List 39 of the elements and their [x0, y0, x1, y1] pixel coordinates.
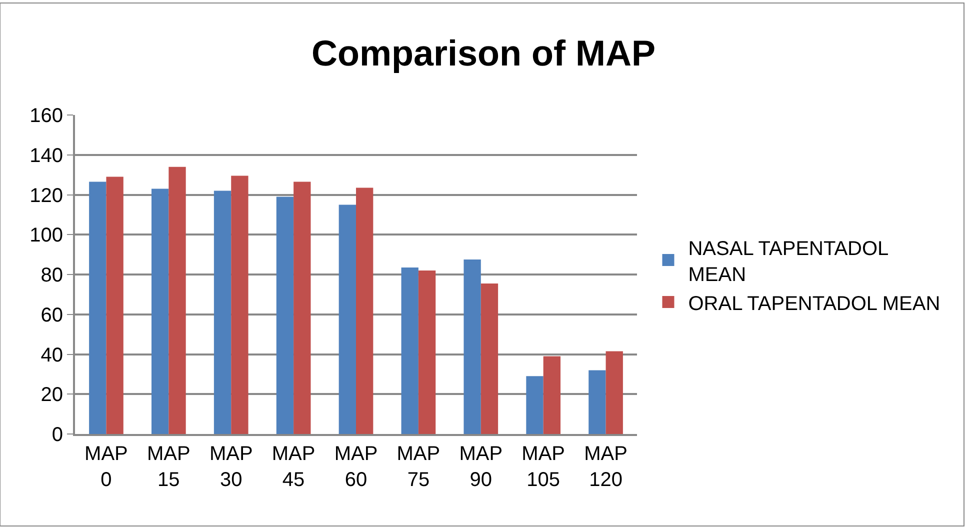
bar	[588, 370, 606, 434]
chart-title: Comparison of MAP	[311, 32, 656, 74]
y-tick-label: 140	[30, 144, 63, 167]
bar	[606, 351, 623, 434]
bar	[151, 188, 169, 434]
bar	[464, 260, 481, 434]
x-tick-label: MAP 105	[522, 443, 565, 491]
bar	[480, 283, 498, 434]
bar	[401, 268, 418, 434]
bar	[526, 376, 544, 434]
x-tick-label: MAP 30	[209, 443, 253, 491]
bar	[338, 204, 356, 434]
x-tick-label: MAP 0	[84, 443, 128, 491]
bar	[168, 166, 186, 434]
legend-label: ORAL TAPENTADOL MEAN	[688, 292, 940, 315]
y-tick-label: 100	[30, 224, 63, 247]
y-tick-label: 60	[40, 304, 63, 326]
bar	[106, 176, 124, 434]
bar	[418, 270, 436, 434]
bar	[294, 182, 311, 434]
y-tick-label: 120	[30, 184, 63, 207]
y-tick-label: 80	[40, 264, 63, 286]
x-tick-label: MAP 90	[459, 443, 503, 491]
bar	[214, 190, 232, 434]
x-tick-label: MAP 120	[584, 443, 628, 491]
x-tick-label: MAP 60	[334, 443, 378, 491]
bar	[89, 182, 106, 434]
y-tick-label: 160	[30, 105, 63, 127]
legend-label: NASAL TAPENTADOL MEAN	[688, 238, 889, 286]
y-tick-label: 20	[40, 384, 63, 406]
x-tick-label: MAP 15	[147, 443, 190, 491]
x-tick-label: MAP 75	[396, 443, 440, 491]
bar	[231, 176, 248, 434]
y-tick-label: 0	[52, 424, 63, 446]
x-tick-label: MAP 45	[272, 443, 316, 491]
bar	[356, 188, 374, 434]
bar	[276, 196, 294, 434]
bar	[543, 356, 561, 434]
y-tick-label: 40	[40, 344, 63, 366]
